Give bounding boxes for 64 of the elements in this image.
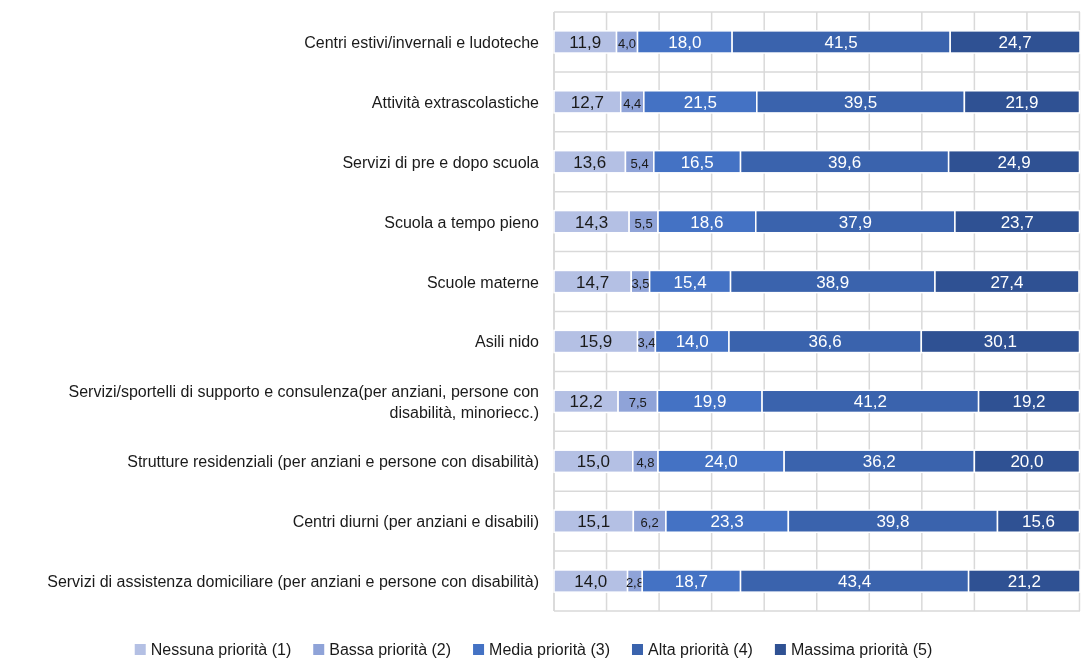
data-label: 23,3 (710, 512, 744, 532)
data-label: 3,5 (631, 275, 650, 291)
y-tick-label: Servizi di pre e dopo scuola (342, 153, 540, 171)
y-tick-label: Scuole materne (426, 273, 540, 291)
data-label: 5,5 (634, 215, 653, 231)
data-label: 24,0 (704, 452, 738, 472)
data-label: 7,5 (628, 395, 647, 411)
legend-label: Media priorità (3) (489, 641, 610, 658)
data-label: 15,9 (579, 332, 613, 352)
legend-label: Massima priorità (5) (790, 641, 933, 658)
y-tick-label: Centri estivi/invernali e ludoteche (304, 33, 540, 51)
data-label: 39,8 (876, 512, 910, 532)
data-label: 15,1 (577, 512, 611, 532)
data-label: 5,4 (630, 155, 649, 171)
data-label: 3,4 (637, 335, 656, 351)
y-tick-label: Servizi/sportelli di supporto e consulenza(per anziani, persone con disabilità, minoriecc.) (68, 382, 539, 421)
legend-label: Bassa priorità (2) (329, 641, 452, 658)
legend-label: Nessuna priorità (1) (150, 641, 292, 658)
data-label: 36,2 (862, 452, 896, 472)
data-label: 6,2 (640, 515, 659, 531)
data-label: 14,3 (575, 212, 609, 232)
data-label: 19,9 (693, 392, 727, 412)
data-label: 14,7 (576, 272, 610, 292)
data-label: 30,1 (983, 332, 1017, 352)
data-label: 24,9 (997, 152, 1031, 172)
data-label: 23,7 (1000, 212, 1034, 232)
data-label: 24,7 (998, 32, 1032, 52)
y-tick-label: Attività extrascolastiche (371, 93, 540, 111)
data-label: 21,5 (683, 92, 717, 112)
data-label: 12,7 (570, 92, 604, 112)
data-label: 41,5 (824, 32, 858, 52)
data-label: 15,6 (1021, 512, 1056, 532)
legend-label: Alta priorità (4) (647, 641, 753, 658)
y-tick-label: Centri diurni (per anziani e disabili) (292, 513, 539, 531)
data-label: 14,0 (574, 572, 608, 592)
data-label: 16,5 (680, 152, 714, 172)
y-tick-label: Servizi di assistenza domiciliare (per anziani e persone con disabilità) (47, 573, 539, 591)
data-label: 41,2 (853, 392, 887, 412)
data-label: 36,6 (808, 332, 842, 352)
data-label: 11,9 (569, 32, 602, 52)
data-label: 19,2 (1012, 392, 1046, 412)
data-label: 20,0 (1010, 452, 1044, 472)
data-label: 12,2 (569, 392, 603, 412)
data-label: 4,0 (618, 35, 637, 51)
data-label: 18,0 (668, 32, 702, 52)
data-label: 27,4 (990, 272, 1024, 292)
y-tick-label: Asili nido (474, 333, 540, 351)
data-label: 15,4 (673, 272, 707, 292)
data-label: 4,4 (623, 95, 642, 111)
y-tick-label: Strutture residenziali (per anziani e persone con disabilità) (127, 453, 539, 471)
y-tick-label: Scuola a tempo pieno (384, 213, 540, 231)
data-label: 21,9 (1005, 92, 1039, 112)
data-label: 18,6 (690, 212, 724, 232)
data-label: 21,2 (1007, 572, 1041, 592)
data-label: 43,4 (838, 572, 872, 592)
data-label: 39,6 (828, 152, 862, 172)
data-label: 18,7 (674, 572, 708, 592)
data-label: 37,9 (838, 212, 872, 232)
data-label: 14,0 (675, 332, 709, 352)
data-label: 38,9 (816, 272, 850, 292)
data-label: 4,8 (636, 455, 655, 471)
data-label: 13,6 (573, 152, 607, 172)
data-label: 15,0 (576, 452, 610, 472)
data-label: 39,5 (844, 92, 878, 112)
